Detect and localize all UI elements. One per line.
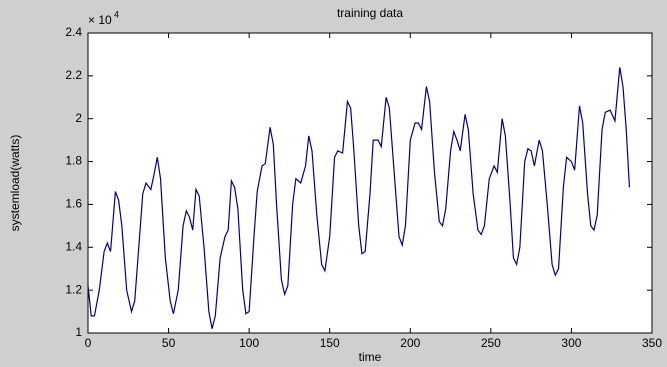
x-tick-label: 300 (561, 336, 581, 350)
data-line (87, 67, 631, 329)
y-tick-label: 2.4 (65, 25, 82, 39)
x-tick-label: 0 (85, 336, 92, 350)
y-multiplier-exponent: 4 (114, 9, 119, 19)
chart-title: training data (337, 6, 403, 20)
x-tick-label: 50 (162, 336, 176, 350)
y-tick-label: 2.2 (65, 68, 82, 82)
x-tick-label: 100 (239, 336, 259, 350)
x-tick-label: 200 (400, 336, 420, 350)
y-tick-label: 1.4 (65, 239, 82, 253)
y-tick-label: 1 (75, 325, 82, 339)
y-tick-label: 1.6 (65, 197, 82, 211)
y-tick-label: 1.2 (65, 282, 82, 296)
y-tick-label: 1.8 (65, 154, 82, 168)
y-multiplier: × 10 (88, 13, 112, 27)
y-axis-label: systemload(watts) (8, 135, 22, 232)
y-tick-label: 2 (75, 111, 82, 125)
x-tick-label: 350 (642, 336, 662, 350)
x-tick-label: 150 (320, 336, 340, 350)
x-tick-label: 250 (481, 336, 501, 350)
plot-area (87, 32, 653, 334)
x-axis-label: time (359, 350, 382, 364)
